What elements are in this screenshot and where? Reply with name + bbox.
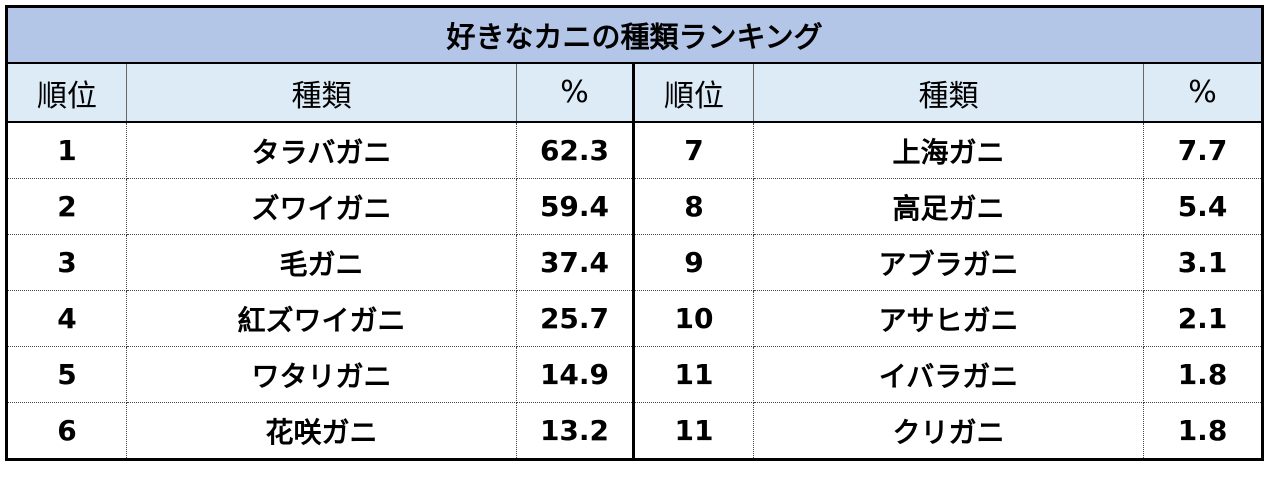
- header-cell: 種類: [126, 63, 517, 123]
- data-row: 4 紅ズワイガニ 25.7 10 アサヒガニ 2.1: [6, 290, 1263, 347]
- header-cell: %: [1143, 63, 1263, 123]
- rank-cell: 3: [6, 234, 127, 291]
- percent-cell: 2.1: [1143, 290, 1263, 347]
- rank-cell: 5: [6, 346, 127, 403]
- percent-cell: 25.7: [516, 290, 635, 347]
- data-row: 5 ワタリガニ 14.9 11 イバラガニ 1.8: [6, 346, 1263, 403]
- percent-cell: 14.9: [516, 346, 635, 403]
- crab-type-cell: 上海ガニ: [753, 122, 1144, 179]
- rank-cell: 11: [633, 402, 754, 460]
- crab-type-cell: タラバガニ: [126, 122, 517, 179]
- header-row: 順位 種類% 順位 種類%: [6, 63, 1263, 123]
- percent-cell: 13.2: [516, 402, 635, 460]
- percent-cell: 62.3: [516, 122, 635, 179]
- rank-cell: 2: [6, 178, 127, 235]
- rank-cell: 10: [633, 290, 754, 347]
- crab-type-cell: 紅ズワイガニ: [126, 290, 517, 347]
- percent-cell: 37.4: [516, 234, 635, 291]
- crab-type-cell: ズワイガニ: [126, 178, 517, 235]
- header-cell: %: [516, 63, 635, 123]
- crab-type-cell: イバラガニ: [753, 346, 1144, 403]
- crab-type-cell: アサヒガニ: [753, 290, 1144, 347]
- header-cell: 種類: [753, 63, 1144, 123]
- data-row: 2 ズワイガニ 59.4 8 高足ガニ 5.4: [6, 178, 1263, 235]
- rank-cell: 6: [6, 402, 127, 460]
- percent-cell: 59.4: [516, 178, 635, 235]
- ranking-table: 好きなカニの種類ランキング 順位 種類% 順位 種類% 1 タラバガニ 62.3 7 上海ガニ 7…: [5, 5, 1265, 461]
- percent-cell: 1.8: [1143, 346, 1263, 403]
- crab-type-cell: クリガニ: [753, 402, 1144, 460]
- crab-type-cell: 花咲ガニ: [126, 402, 517, 460]
- rank-cell: 11: [633, 346, 754, 403]
- data-row: 6 花咲ガニ 13.2 11 クリガニ 1.8: [6, 402, 1263, 460]
- rank-cell: 1: [6, 122, 127, 179]
- data-row: 1 タラバガニ 62.3 7 上海ガニ 7.7: [6, 122, 1263, 179]
- data-row: 3 毛ガニ 37.4 9 アブラガニ 3.1: [6, 234, 1263, 291]
- rank-cell: 4: [6, 290, 127, 347]
- percent-cell: 5.4: [1143, 178, 1263, 235]
- crab-type-cell: 高足ガニ: [753, 178, 1144, 235]
- rank-cell: 8: [633, 178, 754, 235]
- rank-cell: 9: [633, 234, 754, 291]
- percent-cell: 7.7: [1143, 122, 1263, 179]
- percent-cell: 3.1: [1143, 234, 1263, 291]
- crab-type-cell: ワタリガニ: [126, 346, 517, 403]
- header-cell: 順位: [6, 63, 127, 123]
- crab-type-cell: 毛ガニ: [126, 234, 517, 291]
- percent-cell: 1.8: [1177, 414, 1228, 447]
- rank-cell: 7: [633, 122, 754, 179]
- header-cell: 順位: [633, 63, 754, 123]
- table-body: 好きなカニの種類ランキング 順位 種類% 順位 種類% 1 タラバガニ 62.3 7 上海ガニ 7…: [6, 6, 1263, 460]
- title-row: 好きなカニの種類ランキング: [6, 6, 1263, 64]
- table-title: 好きなカニの種類ランキング: [6, 6, 1263, 64]
- crab-type-cell: アブラガニ: [753, 234, 1144, 291]
